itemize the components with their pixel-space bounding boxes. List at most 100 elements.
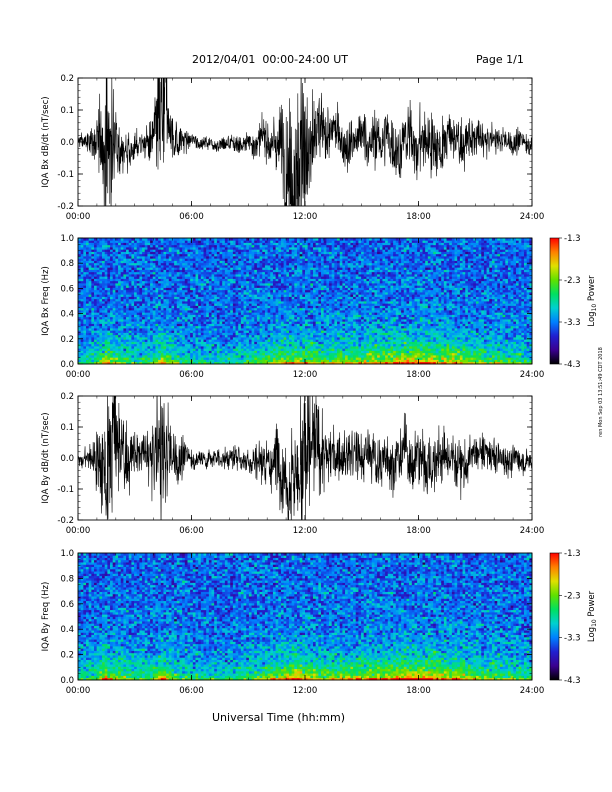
heatmap-cell bbox=[131, 247, 135, 250]
heatmap-cell bbox=[155, 346, 159, 349]
heatmap-cell bbox=[107, 258, 111, 261]
heatmap-cell bbox=[86, 289, 90, 293]
heatmap-cell bbox=[96, 321, 100, 324]
heatmap-cell bbox=[150, 260, 154, 264]
heatmap-cell bbox=[110, 314, 114, 318]
heatmap-cell bbox=[99, 355, 103, 358]
heatmap-cell bbox=[112, 265, 116, 268]
heatmap-cell bbox=[144, 242, 148, 246]
heatmap-cell bbox=[139, 251, 143, 255]
heatmap-cell bbox=[142, 296, 146, 300]
heatmap-cell bbox=[131, 350, 135, 354]
heatmap-cell bbox=[118, 321, 122, 324]
heatmap-cell bbox=[78, 337, 82, 340]
heatmap-cell bbox=[182, 361, 186, 365]
heatmap-cell bbox=[144, 332, 148, 336]
heatmap-cell bbox=[83, 244, 87, 248]
heatmap-cell bbox=[158, 361, 162, 365]
heatmap-cell bbox=[171, 316, 175, 320]
heatmap-cell bbox=[104, 262, 108, 266]
heatmap-cell bbox=[190, 350, 194, 354]
heatmap-cell bbox=[126, 301, 130, 304]
heatmap-cell bbox=[110, 359, 114, 363]
heatmap-cell bbox=[171, 359, 175, 363]
heatmap-cell bbox=[134, 274, 138, 277]
heatmap-cell bbox=[88, 350, 92, 354]
heatmap-cell bbox=[158, 359, 162, 363]
heatmap-cell bbox=[155, 332, 159, 336]
heatmap-cell bbox=[174, 247, 178, 250]
heatmap-cell bbox=[102, 240, 106, 243]
heatmap-cell bbox=[192, 292, 196, 295]
heatmap-cell bbox=[88, 274, 92, 277]
heatmap-cell bbox=[158, 256, 162, 259]
heatmap-cell bbox=[96, 258, 100, 261]
heatmap-cell bbox=[166, 334, 170, 338]
heatmap-cell bbox=[123, 303, 127, 306]
heatmap-cell bbox=[96, 265, 100, 268]
heatmap-cell bbox=[187, 323, 191, 327]
heatmap-cell bbox=[112, 350, 116, 354]
heatmap-cell bbox=[94, 262, 98, 266]
heatmap-cell bbox=[136, 346, 140, 349]
heatmap-cell bbox=[176, 296, 180, 300]
heatmap-cell bbox=[118, 341, 122, 345]
heatmap-cell bbox=[96, 343, 100, 347]
heatmap-cell bbox=[120, 307, 124, 311]
heatmap-cell bbox=[112, 298, 116, 302]
heatmap-cell bbox=[110, 330, 114, 333]
heatmap-cell bbox=[94, 265, 98, 268]
heatmap-cell bbox=[120, 332, 124, 336]
heatmap-cell bbox=[112, 319, 116, 322]
heatmap-cell bbox=[83, 260, 87, 264]
heatmap-cell bbox=[168, 276, 172, 279]
heatmap-cell bbox=[104, 301, 108, 304]
heatmap-cell bbox=[107, 310, 111, 313]
heatmap-cell bbox=[80, 346, 84, 349]
heatmap-cell bbox=[150, 271, 154, 275]
heatmap-cell bbox=[155, 242, 159, 246]
heatmap-cell bbox=[80, 350, 84, 354]
heatmap-cell bbox=[195, 361, 199, 365]
heatmap-cell bbox=[147, 314, 151, 318]
heatmap-cell bbox=[144, 316, 148, 320]
heatmap-cell bbox=[176, 316, 180, 320]
heatmap-cell bbox=[190, 343, 194, 347]
heatmap-cell bbox=[88, 267, 92, 270]
heatmap-cell bbox=[192, 262, 196, 266]
heatmap-cell bbox=[136, 325, 140, 329]
heatmap-cell bbox=[134, 316, 138, 320]
heatmap-cell bbox=[158, 355, 162, 358]
heatmap-cell bbox=[80, 260, 84, 264]
heatmap-cell bbox=[166, 276, 170, 279]
heatmap-cell bbox=[123, 343, 127, 347]
heatmap-cell bbox=[152, 301, 156, 304]
heatmap-cell bbox=[99, 330, 103, 333]
heatmap-cell bbox=[190, 328, 194, 331]
heatmap-cell bbox=[99, 312, 103, 315]
heatmap-cell bbox=[184, 249, 188, 252]
heatmap-cell bbox=[152, 244, 156, 248]
heatmap-cell bbox=[86, 330, 90, 333]
heatmap-cell bbox=[187, 334, 191, 338]
heatmap-cell bbox=[80, 251, 84, 255]
heatmap-cell bbox=[144, 278, 148, 282]
heatmap-cell bbox=[160, 357, 164, 360]
heatmap-cell bbox=[168, 283, 172, 286]
heatmap-cell bbox=[80, 319, 84, 322]
heatmap-cell bbox=[139, 330, 143, 333]
heatmap-cell bbox=[86, 274, 90, 277]
heatmap-cell bbox=[155, 312, 159, 315]
heatmap-cell bbox=[80, 240, 84, 243]
heatmap-cell bbox=[158, 323, 162, 327]
heatmap-cell bbox=[174, 262, 178, 266]
heatmap-cell bbox=[96, 305, 100, 309]
heatmap-cell bbox=[187, 319, 191, 322]
heatmap-cell bbox=[174, 350, 178, 354]
heatmap-cell bbox=[166, 325, 170, 329]
heatmap-cell bbox=[112, 330, 116, 333]
heatmap-cell bbox=[150, 352, 154, 356]
heatmap-cell bbox=[83, 269, 87, 273]
heatmap-cell bbox=[158, 242, 162, 246]
heatmap-cell bbox=[174, 292, 178, 295]
